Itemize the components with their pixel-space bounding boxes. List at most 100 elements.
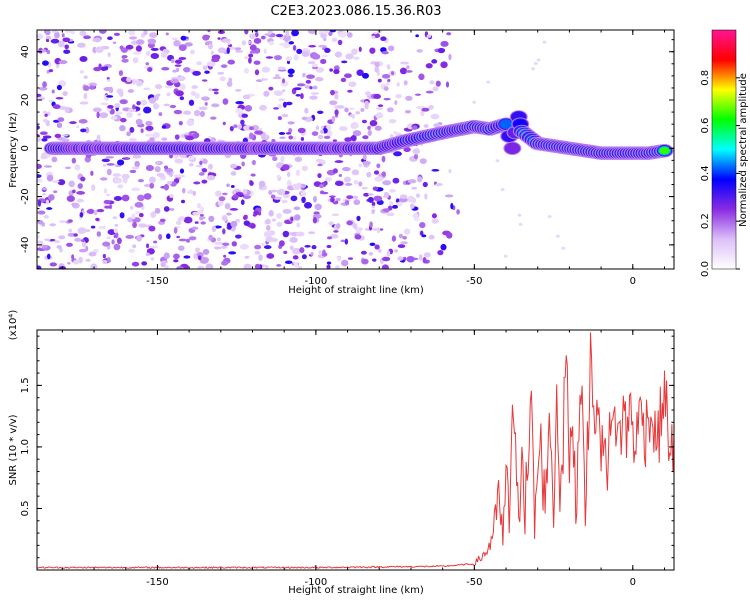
heatmap-noise-cell (102, 163, 107, 167)
heatmap-noise-cell (106, 193, 110, 197)
heatmap-noise-cell (264, 134, 270, 139)
heatmap-noise-cell (154, 84, 163, 90)
heatmap-noise-cell (190, 91, 197, 96)
heatmap-noise-cell (383, 191, 389, 198)
heatmap-noise-cell (215, 190, 222, 197)
heatmap-noise-cell (332, 168, 338, 174)
heatmap-noise-cell (399, 67, 408, 75)
heatmap-noise-cell (150, 53, 160, 60)
heatmap-noise-cell (196, 61, 203, 66)
heatmap-noise-cell (279, 240, 285, 247)
heatmap-noise-cell (373, 31, 378, 35)
heatmap-noise-cell (360, 250, 367, 255)
heatmap-noise-cell (409, 203, 415, 209)
heatmap-noise-cell (96, 231, 102, 237)
heatmap-noise-cell (301, 254, 307, 260)
heatmap-noise-cell (192, 70, 201, 76)
heatmap-noise-cell (345, 53, 354, 60)
heatmap-noise-cell (129, 205, 134, 210)
heatmap-noise-cell (177, 245, 185, 251)
heatmap-noise-cell (315, 76, 324, 82)
heatmap-noise-cell (178, 56, 187, 60)
heatmap-noise-cell (204, 70, 210, 74)
heatmap-noise-cell (347, 257, 354, 260)
heatmap-noise-cell (81, 240, 87, 248)
heatmap-noise-cell (45, 30, 51, 36)
heatmap-noise-cell (274, 74, 280, 78)
heatmap-noise-cell (90, 170, 94, 176)
heatmap-noise-cell (295, 94, 301, 97)
heatmap-noise-cell (47, 253, 51, 260)
heatmap-noise-cell (145, 133, 154, 137)
heatmap-noise-cell (287, 68, 295, 75)
heatmap-noise-cell (423, 123, 429, 129)
heatmap-noise-cell (253, 37, 262, 44)
heatmap-noise-cell (182, 187, 186, 194)
heatmap-noise-cell (132, 104, 136, 110)
heatmap-noise-cell (242, 188, 248, 195)
heatmap-noise-cell (67, 262, 71, 265)
heatmap-noise-cell (138, 212, 144, 218)
heatmap-noise-cell (145, 125, 154, 131)
heatmap-noise-cell (437, 47, 446, 54)
heatmap-noise-cell (369, 242, 376, 246)
heatmap-noise-cell (61, 33, 65, 38)
heatmap-noise-cell (198, 172, 205, 176)
heatmap-noise-cell (163, 206, 170, 212)
snr-series-line (37, 332, 674, 569)
heatmap-noise-cell (380, 36, 387, 42)
heatmap-noise-cell (42, 110, 47, 114)
heatmap-noise-cell (338, 174, 343, 178)
heatmap-noise-cell (428, 104, 434, 110)
heatmap-noise-cell (332, 139, 338, 142)
snr-background (37, 330, 674, 570)
snr-panel: -150 -100 -50 0 0.5 1.0 1.5 Height of straigh… (8, 310, 675, 596)
heatmap-noise-cell (413, 218, 421, 221)
heatmap-noise-cell (206, 61, 216, 67)
heatmap-noise-cell (301, 196, 306, 204)
heatmap-noise-cell (204, 102, 208, 106)
heatmap-noise-cell (156, 172, 165, 177)
heatmap-noise-cell (500, 187, 505, 191)
heatmap-noise-cell (293, 206, 301, 211)
heatmap-noise-cell (191, 226, 199, 230)
heatmap-noise-cell (114, 103, 121, 108)
heatmap-noise-cell (221, 214, 228, 222)
heatmap-ridge-cell (504, 142, 521, 155)
heatmap-noise-cell (288, 73, 294, 78)
heatmap-noise-cell (240, 199, 245, 206)
heatmap-noise-cell (300, 136, 305, 141)
heatmap-noise-cell (166, 233, 171, 240)
heatmap-noise-cell (131, 261, 140, 267)
heatmap-noise-cell (374, 125, 382, 131)
heatmap-noise-cell (334, 160, 344, 163)
heatmap-noise-cell (145, 62, 149, 66)
heatmap-noise-cell (269, 40, 274, 46)
heatmap-noise-cell (268, 86, 274, 91)
heatmap-noise-cell (456, 209, 460, 215)
heatmap-noise-cell (418, 254, 423, 261)
heatmap-noise-cell (312, 195, 318, 203)
heatmap-noise-cell (263, 245, 272, 250)
heatmap-noise-cell (295, 231, 305, 237)
heatmap-noise-cell (98, 30, 107, 34)
heatmap-noise-cell (113, 243, 121, 251)
heatmap-noise-cell (248, 57, 252, 64)
heatmap-noise-cell (179, 96, 185, 101)
heatmap-noise-cell (132, 57, 139, 64)
colorbar: 0.0 0.2 0.4 0.6 0.8 Normalized spectral ampl… (700, 29, 749, 277)
heatmap-y-label: Frequency (Hz) (8, 112, 19, 188)
heatmap-noise-cell (107, 36, 113, 41)
heatmap-noise-cell (244, 104, 253, 112)
heatmap-noise-cell (117, 184, 124, 189)
heatmap-noise-cell (101, 158, 111, 163)
snr-y-tick-label: 1.5 (20, 377, 31, 393)
heatmap-noise-cell (103, 199, 111, 205)
heatmap-noise-cell (57, 179, 66, 186)
heatmap-noise-cell (450, 202, 454, 210)
heatmap-noise-cell (145, 164, 154, 171)
heatmap-noise-cell (334, 93, 339, 100)
heatmap-noise-cell (37, 265, 42, 269)
heatmap-noise-cell (64, 106, 70, 114)
heatmap-noise-cell (175, 90, 184, 97)
